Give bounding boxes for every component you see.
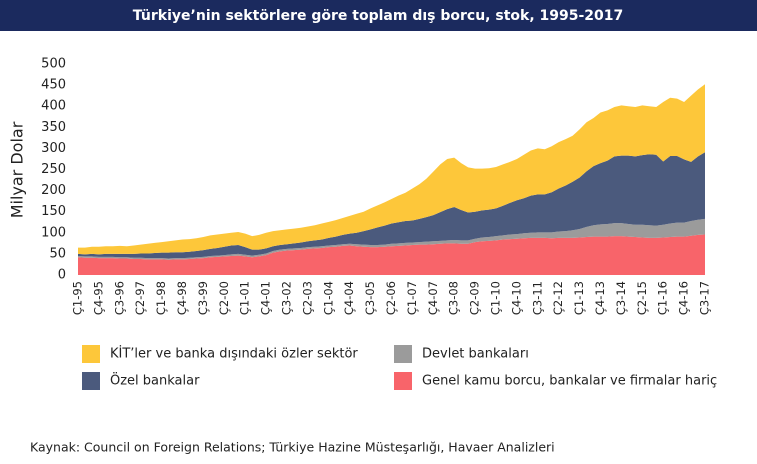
x-tick-label: Ç1-01: [238, 281, 252, 315]
y-axis-label: Milyar Dolar: [8, 121, 27, 218]
x-tick-label: Ç3-11: [530, 281, 544, 315]
x-tick-label: Ç3-02: [280, 281, 294, 315]
y-tick-label: 150: [41, 204, 66, 219]
x-tick-label: Ç4-13: [593, 281, 607, 315]
x-tick-label: Ç1-16: [656, 281, 670, 315]
x-tick-label: Ç4-98: [175, 281, 189, 315]
y-tick-label: 500: [41, 57, 66, 72]
x-tick-label: Ç2-06: [384, 281, 398, 315]
x-tick-label: Ç4-04: [342, 281, 356, 315]
y-tick-label: 300: [41, 141, 66, 156]
legend-swatch: [82, 372, 100, 390]
y-tick-label: 350: [41, 120, 66, 135]
x-tick-label: Ç1-13: [572, 281, 586, 315]
x-tick-label: Ç3-08: [447, 281, 461, 315]
x-tick-label: Ç2-09: [468, 281, 482, 315]
chart-title: Türkiye’nin sektörlere göre toplam dış b…: [133, 8, 624, 24]
x-tick-label: Ç1-07: [405, 281, 419, 315]
legend-swatch: [394, 345, 412, 363]
y-tick-label: 50: [49, 246, 66, 261]
y-tick-label: 200: [41, 183, 66, 198]
x-tick-label: Ç4-01: [259, 281, 273, 315]
legend-swatch: [82, 345, 100, 363]
legend-label: KİT’ler ve banka dışındaki özler sektör: [110, 346, 358, 362]
x-tick-label: Ç3-99: [196, 281, 210, 315]
legend-swatch: [394, 372, 412, 390]
x-tick-label: Ç1-04: [321, 281, 335, 315]
y-tick-label: 100: [41, 225, 66, 240]
legend-label: Özel bankalar: [110, 372, 200, 389]
y-tick-label: 0: [58, 268, 66, 283]
title-bar: [0, 0, 757, 31]
x-tick-label: Ç3-17: [698, 281, 712, 315]
x-tick-label: Ç2-00: [217, 281, 231, 315]
x-tick-label: Ç1-98: [154, 281, 168, 315]
x-tick-label: Ç4-07: [426, 281, 440, 315]
x-tick-label: Ç1-95: [71, 281, 85, 315]
x-tick-label: Ç2-15: [635, 281, 649, 315]
x-tick-label: Ç2-12: [551, 281, 565, 315]
x-tick-label: Ç1-10: [489, 281, 503, 315]
y-tick-label: 400: [41, 99, 66, 114]
x-tick-label: Ç4-10: [509, 281, 523, 315]
y-tick-label: 450: [41, 78, 66, 93]
x-tick-label: Ç2-97: [133, 281, 147, 315]
legend-label: Devlet bankaları: [422, 347, 529, 362]
x-tick-label: Ç3-05: [363, 281, 377, 315]
x-tick-label: Ç3-96: [112, 281, 126, 315]
area: [78, 152, 705, 259]
legend-label: Genel kamu borcu, bankalar ve firmalar h…: [422, 374, 717, 389]
area: [78, 234, 705, 275]
x-tick-label: Ç4-16: [677, 281, 691, 315]
area: [78, 84, 705, 255]
source: Kaynak: Council on Foreign Relations; Tü…: [30, 440, 555, 455]
x-tick-label: Ç2-03: [300, 281, 314, 315]
x-tick-label: Ç3-14: [614, 281, 628, 315]
x-tick-label: Ç4-95: [91, 281, 105, 315]
y-tick-label: 250: [41, 162, 66, 177]
